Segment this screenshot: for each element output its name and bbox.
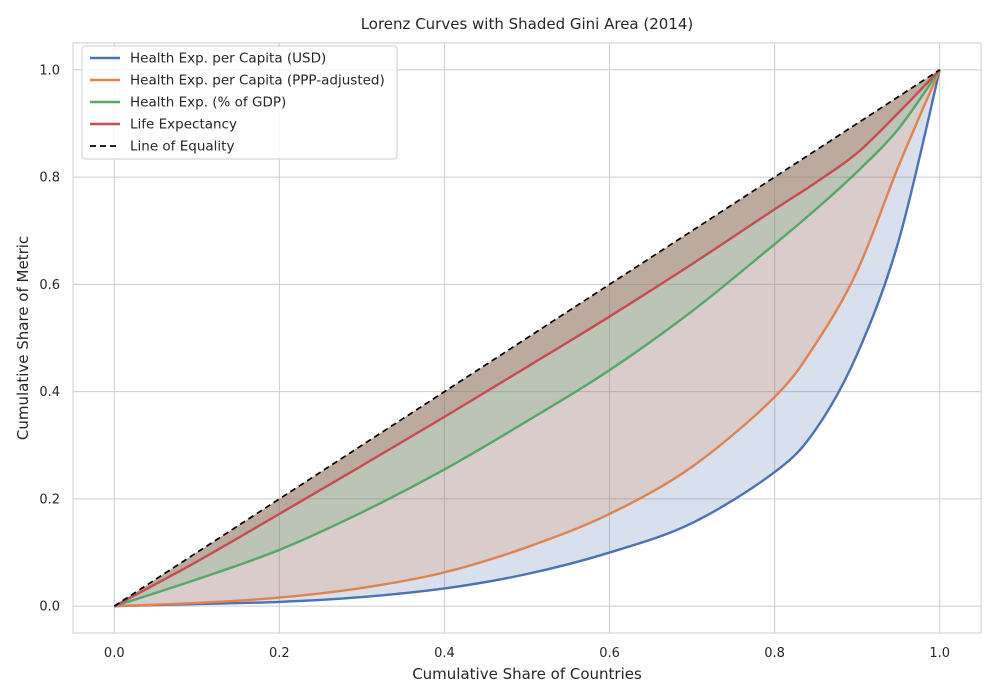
x-tick-label: 0.0: [104, 646, 125, 661]
y-tick-label: 0.8: [39, 171, 60, 186]
legend-label: Health Exp. per Capita (PPP-adjusted): [130, 73, 385, 89]
y-tick-label: 0.0: [39, 600, 60, 615]
y-axis-label: Cumulative Share of Metric: [14, 236, 32, 440]
y-tick-label: 0.4: [39, 385, 60, 400]
x-tick-label: 1.0: [929, 646, 950, 661]
legend-box: [81, 45, 398, 160]
y-tick-label: 0.6: [39, 278, 60, 293]
legend: Health Exp. per Capita (USD) Health Exp. …: [81, 45, 398, 160]
series-line-health-exp-of-gdp: [113, 69, 941, 608]
legend-label: Life Expectancy: [130, 117, 237, 133]
y-tick-label: 0.2: [39, 492, 60, 507]
series-line-life-expectancy: [113, 68, 941, 608]
series-lines: [113, 68, 941, 608]
series-line-line-of-equality: [113, 69, 941, 607]
legend-label: Health Exp. (% of GDP): [130, 95, 286, 111]
series-line-health-exp-per-capita-ppp-adjusted: [114, 69, 941, 608]
series-line-health-exp-per-capita-usd: [114, 69, 941, 608]
plot-frame: [72, 42, 982, 634]
x-tick-label: 0.6: [599, 646, 620, 661]
x-tick-label: 0.4: [434, 646, 455, 661]
x-axis-label: Cumulative Share of Countries: [412, 665, 642, 683]
y-tick-label: 1.0: [39, 63, 60, 78]
x-tick-label: 0.8: [764, 646, 785, 661]
legend-label: Health Exp. per Capita (USD): [130, 51, 326, 67]
tick-labels: 0.0 0.2 0.4 0.6 0.8 1.0 0.0 0.2 0.4 0.6 0.8 1.0: [39, 63, 950, 661]
x-tick-label: 0.2: [269, 646, 290, 661]
chart-title: Lorenz Curves with Shaded Gini Area (201…: [361, 15, 694, 33]
legend-label: Line of Equality: [130, 139, 234, 155]
